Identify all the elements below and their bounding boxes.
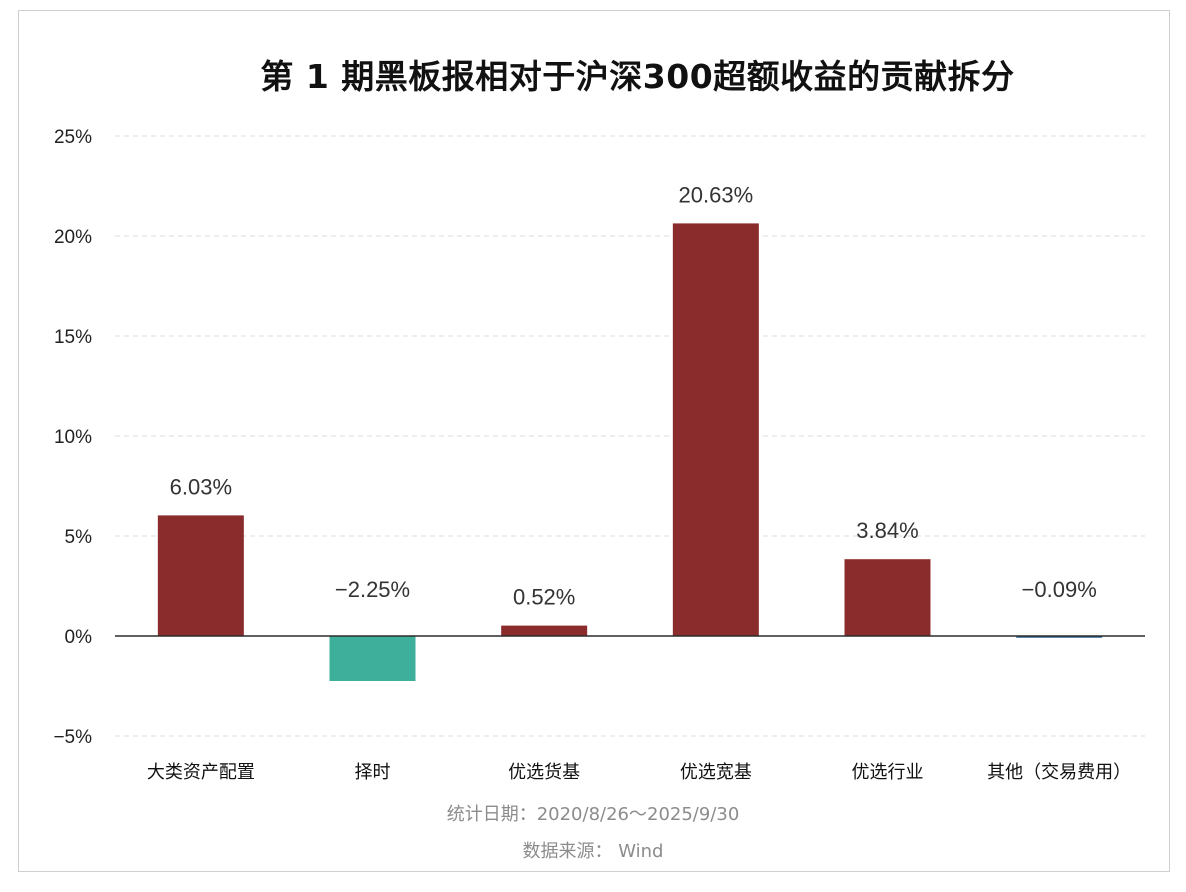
bars (157, 223, 1103, 681)
y-tick-label: 10% (54, 427, 92, 448)
value-label: −2.25% (335, 577, 410, 602)
date-note: 统计日期：2020/8/26～2025/9/30 (446, 804, 740, 825)
value-label: 20.63% (679, 182, 754, 207)
x-tick-label: 优选宽基 (680, 762, 752, 783)
value-label: −0.09% (1022, 577, 1097, 602)
bar (1016, 636, 1103, 638)
bar (157, 515, 244, 636)
x-tick-label: 择时 (355, 762, 391, 783)
labels: −5% 0% 5% 10% 15% 20% 25% 6.03% 大类资产配置 −2.25% 择时 0.… (53, 127, 1131, 783)
value-label: 3.84% (856, 518, 918, 543)
y-tick-label: −5% (53, 727, 92, 748)
x-tick-label: 优选行业 (852, 762, 924, 783)
bar (329, 636, 416, 681)
bar (501, 625, 588, 636)
gridlines (115, 135, 1145, 737)
value-label: 0.52% (513, 585, 575, 610)
x-tick-label: 大类资产配置 (147, 762, 255, 783)
chart-title: 第 1 期黑板报相对于沪深300超额收益的贡献拆分 (260, 57, 1015, 96)
value-label: 6.03% (170, 474, 232, 499)
y-tick-label: 0% (65, 627, 93, 648)
chart-frame (18, 10, 1170, 872)
y-tick-label: 20% (54, 227, 92, 248)
bar (672, 223, 759, 636)
bar (844, 559, 931, 636)
y-tick-label: 5% (65, 527, 93, 548)
x-tick-label: 优选货基 (508, 762, 580, 783)
x-tick-label: 其他（交易费用） (987, 762, 1131, 783)
source-note: 数据来源： Wind (522, 841, 664, 862)
y-tick-label: 15% (54, 327, 92, 348)
y-tick-label: 25% (54, 127, 92, 148)
